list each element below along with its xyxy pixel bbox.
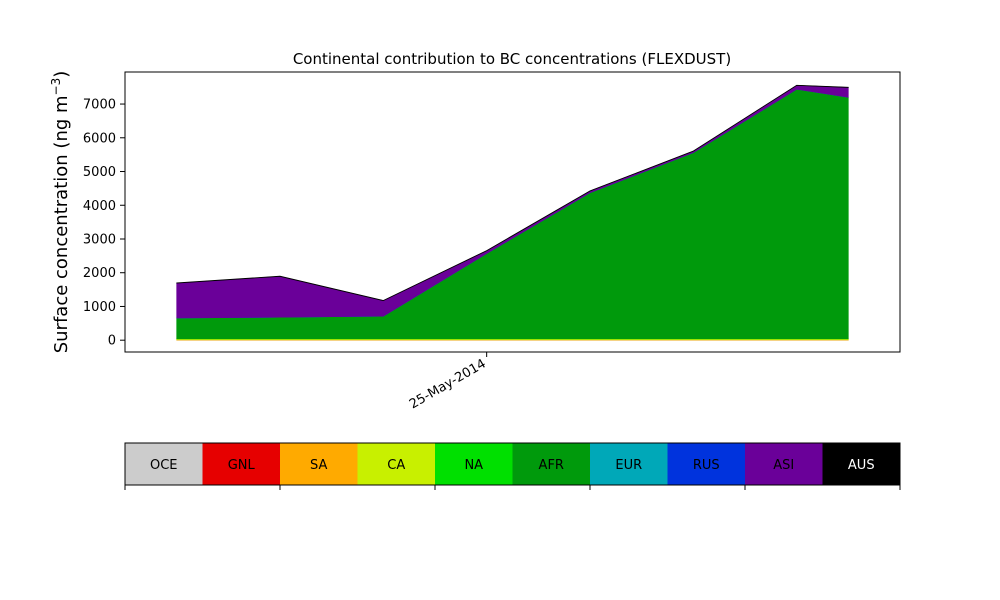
- y-axis-label: Surface concentration (ng m−3): [49, 71, 72, 354]
- legend-swatch-asi: [745, 443, 823, 485]
- y-axis-label-unit: (ng m: [51, 95, 72, 148]
- chart-title: Continental contribution to BC concentra…: [293, 50, 731, 68]
- legend-label-asi: ASI: [773, 458, 794, 473]
- y-tick-label: 4000: [83, 199, 116, 214]
- x-tick-label: 25-May-2014: [407, 356, 489, 412]
- legend-swatch-gnl: [202, 443, 280, 485]
- legend-frame: [124, 442, 901, 486]
- plot-frame: [124, 71, 901, 353]
- legend-label-afr: AFR: [539, 458, 564, 473]
- y-axis: 0 1000 2000 3000 4000 5000 6000 7000: [83, 98, 125, 349]
- y-axis-label-unit-exponent: −3: [49, 78, 63, 96]
- legend-swatch-afr: [512, 443, 590, 485]
- legend-swatch-aus: [822, 443, 900, 485]
- legend-label-sa: SA: [310, 458, 327, 473]
- legend-swatch-ca: [357, 443, 435, 485]
- legend-swatch-sa: [280, 443, 358, 485]
- legend-label-oce: OCE: [150, 458, 178, 473]
- legend-swatch-rus: [667, 443, 745, 485]
- x-axis: 25-May-2014: [407, 352, 489, 412]
- area-aus: [176, 84, 849, 302]
- legend-label-ca: CA: [387, 458, 405, 473]
- y-tick-label: 7000: [83, 98, 116, 113]
- legend-label-rus: RUS: [693, 458, 720, 473]
- legend-swatch-oce: [125, 443, 203, 485]
- legend-label-na: NA: [464, 458, 483, 473]
- y-tick-label: 2000: [83, 266, 116, 281]
- y-tick-label: 1000: [83, 300, 116, 315]
- area-series-group: [176, 84, 849, 341]
- y-axis-label-text: Surface concentration: [51, 154, 72, 353]
- legend-label-aus: AUS: [848, 458, 875, 473]
- y-tick-label: 0: [108, 334, 116, 349]
- legend-label-gnl: GNL: [228, 458, 256, 473]
- legend-colorbar: OCE GNL SA CA NA AFR EUR RUS ASI AUS: [124, 442, 901, 490]
- y-tick-label: 5000: [83, 165, 116, 180]
- legend-swatch-eur: [590, 443, 668, 485]
- y-tick-label: 6000: [83, 131, 116, 146]
- y-tick-label: 3000: [83, 232, 116, 247]
- y-axis-label-unit-close: ): [51, 71, 72, 78]
- legend-swatch-na: [435, 443, 513, 485]
- legend-label-eur: EUR: [615, 458, 642, 473]
